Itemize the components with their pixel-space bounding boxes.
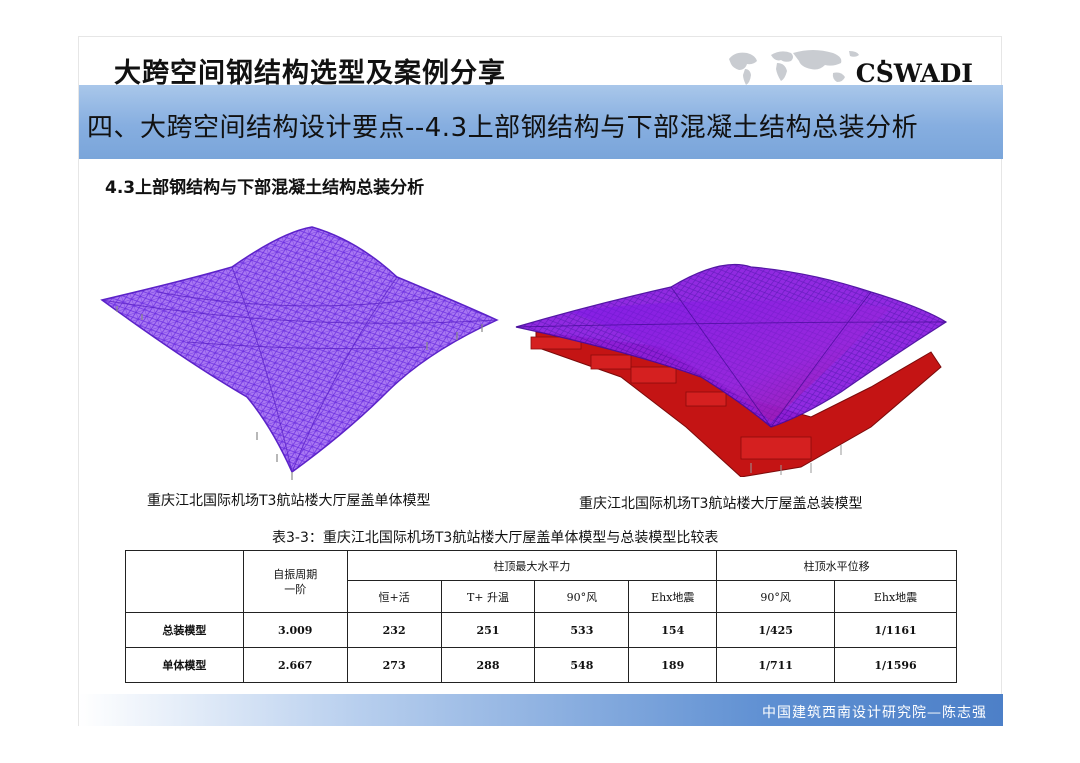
comparison-table: 自振周期 一阶 柱顶最大水平力 柱顶水平位移 恒+活 T+ 升温 90°风 Eh… (125, 550, 957, 683)
table-cell: 3.009 (242, 612, 348, 648)
figure-caption-right: 重庆江北国际机场T3航站楼大厅屋盖总装模型 (579, 496, 863, 512)
subheader-quake-force: Ehx地震 (628, 580, 718, 613)
logo-dot: . (879, 45, 888, 70)
table-cell: 189 (628, 647, 718, 683)
table-cell: 232 (346, 612, 442, 648)
table-cell: 2.667 (242, 647, 348, 683)
figure-caption-left: 重庆江北国际机场T3航站楼大厅屋盖单体模型 (147, 493, 431, 509)
header-group-force: 柱顶最大水平力 (346, 550, 718, 581)
table-corner-cell (125, 550, 244, 613)
logo-text: CSWADI (855, 59, 973, 88)
subsection-title: 4.3上部钢结构与下部混凝土结构总装分析 (105, 178, 425, 198)
slide: 大跨空间钢结构选型及案例分享 . CSWADI 四、大跨空间结构设计要点--4.… (78, 36, 1003, 726)
subheader-wind-disp: 90°风 (716, 580, 836, 613)
world-map-icon (729, 50, 859, 85)
subheader-temperature: T+ 升温 (440, 580, 536, 613)
row-label: 单体模型 (125, 647, 244, 683)
table-cell: 1/711 (716, 647, 836, 683)
table-cell: 288 (440, 647, 536, 683)
header-period: 自振周期 一阶 (242, 550, 348, 613)
table-cell: 548 (534, 647, 630, 683)
header-group-displacement: 柱顶水平位移 (716, 550, 957, 581)
footer-bar: 中国建筑西南设计研究院—陈志强 (79, 694, 1003, 726)
table-cell: 1/1161 (834, 612, 957, 648)
single-roof-model-image (100, 226, 499, 480)
table-cell: 273 (346, 647, 442, 683)
table-title: 表3-3：重庆江北国际机场T3航站楼大厅屋盖单体模型与总装模型比较表 (272, 530, 719, 546)
table-cell: 533 (534, 612, 630, 648)
subheader-dead-live: 恒+活 (346, 580, 442, 613)
assembled-roof-model-image (515, 264, 948, 477)
table-cell: 251 (440, 612, 536, 648)
table-cell: 1/425 (716, 612, 836, 648)
presentation-title: 大跨空间钢结构选型及案例分享 (114, 58, 506, 89)
table-subheader-row: 恒+活 T+ 升温 90°风 Ehx地震 90°风 Ehx地震 (126, 580, 957, 613)
subheader-quake-disp: Ehx地震 (834, 580, 957, 613)
section-header-bar: 四、大跨空间结构设计要点--4.3上部钢结构与下部混凝土结构总装分析 (79, 85, 1003, 159)
table-header-row: 自振周期 一阶 柱顶最大水平力 柱顶水平位移 (125, 550, 957, 613)
table-cell: 154 (628, 612, 718, 648)
row-label: 总装模型 (125, 612, 244, 648)
footer-author: 中国建筑西南设计研究院—陈志强 (762, 705, 987, 721)
logo-area: . CSWADI (711, 41, 1001, 91)
table-row: 单体模型 2.667 273 288 548 189 1/711 1/1596 (125, 647, 957, 683)
subheader-wind-force: 90°风 (534, 580, 630, 613)
table-row: 总装模型 3.009 232 251 533 154 1/425 1/1161 (125, 612, 957, 648)
table-cell: 1/1596 (834, 647, 957, 683)
section-title: 四、大跨空间结构设计要点--4.3上部钢结构与下部混凝土结构总装分析 (87, 113, 919, 143)
